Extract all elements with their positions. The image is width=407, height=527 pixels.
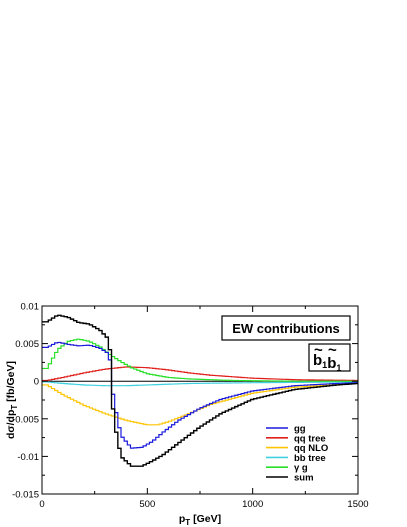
x-axis-title-unit: [GeV] bbox=[190, 513, 221, 525]
legend-label-gg: gg bbox=[294, 424, 306, 435]
process-label-subscript: 1 bbox=[322, 360, 327, 370]
x-tick-label: 1500 bbox=[347, 499, 368, 510]
process-label-subscript: 1 bbox=[336, 363, 341, 373]
series-line-bb-tree bbox=[42, 381, 358, 387]
process-box bbox=[308, 343, 351, 372]
series-line-qq-tree bbox=[42, 366, 358, 382]
y-tick-label: 0.01 bbox=[21, 302, 40, 313]
title-box-text: EW contributions bbox=[232, 321, 340, 336]
y-axis-title-unit: [fb/GeV] bbox=[5, 361, 17, 405]
x-tick-label: 500 bbox=[139, 499, 155, 510]
series-line-gamma-g bbox=[42, 338, 358, 382]
legend-label-gamma-g: γ g bbox=[294, 463, 308, 474]
plot-area: 0 500 1000 1500 -0.015 -0.01 -0.005 0 0.005 0.01 p… bbox=[5, 302, 369, 527]
process-tilde: ~ bbox=[314, 342, 323, 359]
series-line-sum bbox=[42, 314, 358, 467]
y-tick-label: -0.005 bbox=[12, 414, 39, 425]
legend-label-qq-tree: qq tree bbox=[294, 433, 326, 444]
process-tilde: ~ bbox=[328, 342, 337, 359]
x-tick-label: 1000 bbox=[242, 499, 263, 510]
legend-label-bb-tree: bb tree bbox=[294, 453, 326, 464]
y-tick-label: -0.015 bbox=[12, 490, 39, 501]
series-line-qq-nlo bbox=[42, 382, 358, 426]
y-axis-title-subscript: T bbox=[10, 405, 19, 410]
x-tick-label: 0 bbox=[39, 499, 44, 510]
series-line-gg bbox=[42, 341, 358, 449]
y-tick-label: 0.005 bbox=[15, 339, 39, 350]
legend-label-sum: sum bbox=[294, 473, 314, 484]
process-label-b: b bbox=[327, 355, 336, 372]
x-axis-title: pT [GeV] bbox=[179, 513, 221, 527]
title-box bbox=[221, 315, 351, 341]
y-tick-label: -0.01 bbox=[17, 452, 39, 463]
process-label: b1b1 bbox=[313, 352, 341, 373]
y-tick-label: 0 bbox=[34, 377, 39, 388]
process-label-b: b bbox=[313, 352, 322, 369]
x-axis-title-subscript: T bbox=[185, 518, 190, 527]
legend-label-qq-nlo: qq NLO bbox=[294, 443, 328, 454]
y-axis-title: dσ/dpT [fb/GeV] bbox=[5, 361, 19, 439]
